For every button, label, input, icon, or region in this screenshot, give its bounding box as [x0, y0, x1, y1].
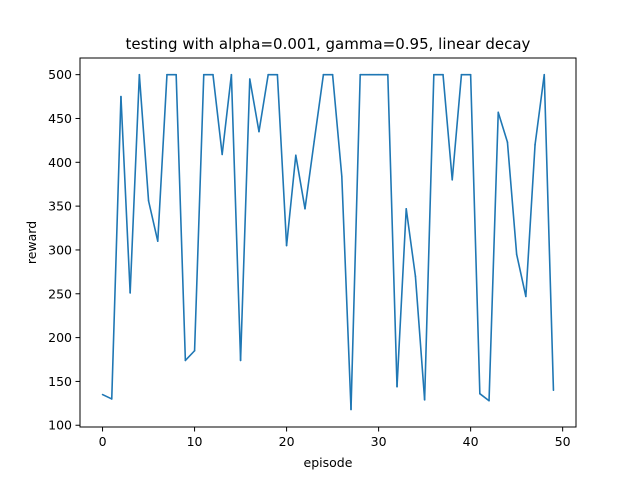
series-segment-12 — [212, 73, 223, 156]
series-segment-20 — [285, 154, 297, 247]
series-segment-40 — [469, 73, 481, 395]
x-tick-label: 50 — [555, 434, 571, 449]
series-segment-34 — [414, 275, 426, 401]
y-tick-label: 100 — [48, 418, 72, 433]
x-tick-label: 0 — [99, 434, 107, 449]
series-segment-26 — [340, 175, 352, 411]
series-segment-1 — [110, 95, 122, 400]
series-segment-35 — [423, 73, 435, 401]
y-tick-label: 150 — [48, 374, 72, 389]
series-segment-6 — [156, 73, 168, 242]
series-segment-46 — [525, 143, 536, 298]
series-segment-13 — [221, 73, 233, 156]
y-tick-label: 450 — [48, 111, 72, 126]
y-axis: 100 150 200 250 300 350 400 450 500 — [48, 67, 80, 433]
y-tick-label: 400 — [48, 155, 72, 170]
y-tick-label: 500 — [48, 67, 72, 82]
series-segment-27 — [350, 73, 362, 411]
series-segment-5 — [147, 200, 159, 242]
series-segment-41 — [479, 392, 490, 402]
x-axis-label: episode — [304, 455, 353, 470]
x-tick-label: 30 — [371, 434, 387, 449]
series-segment-10 — [193, 73, 205, 352]
series-segment-16 — [248, 78, 260, 133]
series-segment-44 — [506, 141, 518, 256]
series-segment-45 — [515, 253, 527, 298]
chart-title: testing with alpha=0.001, gamma=0.95, li… — [126, 35, 531, 53]
series-segment-42 — [488, 111, 500, 402]
y-tick-label: 300 — [48, 242, 72, 257]
x-tick-label: 10 — [187, 434, 203, 449]
x-tick-label: 40 — [463, 434, 479, 449]
series-segment-14 — [230, 73, 242, 362]
plot-frame — [79, 57, 577, 428]
series-segment-47 — [534, 73, 546, 146]
series-segment-48 — [543, 73, 555, 391]
y-tick-label: 350 — [48, 199, 72, 214]
series-segment-31 — [387, 73, 398, 388]
y-tick-label: 250 — [48, 286, 72, 301]
series-segment-38 — [451, 73, 463, 181]
series-segment-19 — [276, 73, 288, 247]
plot-area — [101, 73, 555, 411]
series-segment-32 — [396, 207, 408, 388]
x-tick-label: 20 — [279, 434, 295, 449]
series-segment-37 — [442, 73, 454, 181]
series-0 — [101, 73, 555, 411]
series-segment-33 — [405, 207, 417, 278]
series-segment-23 — [313, 73, 325, 143]
series-segment-2 — [120, 95, 131, 294]
y-axis-label: reward — [24, 221, 39, 264]
series-segment-15 — [239, 78, 251, 362]
series-segment-4 — [138, 73, 150, 202]
series-segment-17 — [258, 73, 269, 133]
series-segment-8 — [175, 73, 187, 362]
series-segment-25 — [331, 73, 343, 178]
series-segment-43 — [497, 111, 509, 143]
series-segment-3 — [129, 73, 141, 294]
series-segment-9 — [184, 349, 196, 362]
y-tick-label: 200 — [48, 330, 72, 345]
series-segment-21 — [294, 154, 306, 210]
series-segment-22 — [304, 140, 316, 210]
x-axis: 0 10 20 30 40 50 — [99, 427, 571, 449]
series-segment-0 — [101, 393, 113, 400]
